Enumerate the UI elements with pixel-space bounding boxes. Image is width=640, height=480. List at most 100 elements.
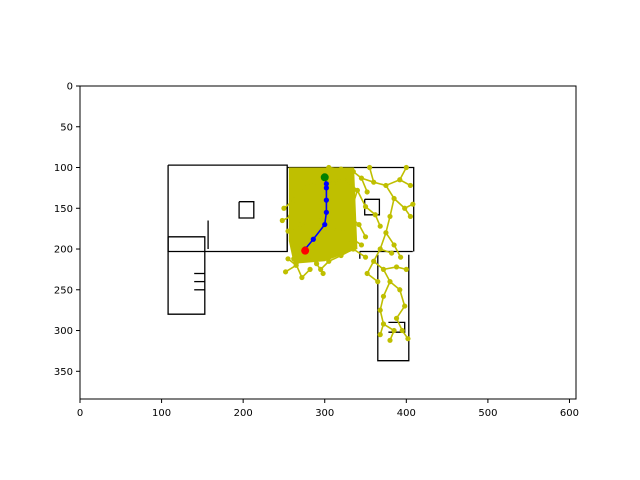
tree-node [291,256,297,262]
tree-node [397,287,403,293]
tree-edge [348,190,359,217]
tree-node [326,164,332,171]
map-wall [238,201,255,219]
tree-node [383,182,389,189]
tree-node [397,177,403,183]
tree-node [350,246,356,252]
tree-node [393,264,400,270]
tree-node [391,327,397,334]
tree-node [403,164,409,171]
tree-node [377,246,383,252]
y-tick-label: 350 [54,367,73,378]
tree-edge [289,199,295,217]
tree-edge [389,198,395,217]
y-tick-label: 50 [60,122,73,133]
path-point [323,181,329,187]
path-point [323,185,329,191]
goal-marker [320,173,329,182]
map-wall [364,198,381,216]
tree-node [410,201,416,207]
tree-node [356,221,362,228]
tree-node [326,258,332,264]
tree-node [399,327,405,334]
tree-node [389,250,395,256]
tree-layer [279,164,416,343]
tree-node [402,303,408,309]
tree-node [338,252,344,259]
tree-node [346,234,352,240]
tree-node [299,274,305,281]
tree-node [291,230,297,236]
tree-node [377,223,383,229]
tree-node [301,185,307,191]
tree-node [282,269,289,275]
tree-node [387,213,393,220]
tree-node [297,221,303,228]
y-axis: 0 50 100 150 200 250 300 350 [54,82,80,378]
tree-node [402,205,408,211]
tree-edge [356,189,367,207]
path-point [322,221,328,228]
tree-node [364,270,370,277]
tree-node [367,164,373,171]
tree-node [340,174,346,180]
tree-node [383,230,389,236]
tree-node [403,266,409,272]
x-axis: 0 100 200 300 400 500 600 [77,399,579,419]
tree-edge [295,252,308,266]
tree-node [285,256,291,262]
tree-edge [293,258,303,278]
tree-node [391,195,397,202]
tree-edge [341,216,350,234]
tree-node [371,179,377,185]
tree-node [293,262,299,268]
tree-node [375,279,381,285]
tree-node [398,254,404,260]
tree-node [330,181,336,187]
tree-edge [300,219,319,226]
tree-node [313,179,320,185]
path-point [323,209,329,215]
tree-node [315,217,321,224]
tree-node [338,166,344,172]
tree-edge [293,187,305,201]
tree-node [320,270,326,277]
tree-node [362,254,369,260]
tree-node [350,168,356,175]
tree-node [340,230,346,236]
tree-node [380,293,387,299]
x-tick-label: 0 [77,408,83,419]
tree-edge [382,281,391,297]
path-point [323,197,329,203]
tree-node [405,336,411,342]
tree-node [358,242,365,248]
y-tick-label: 150 [54,204,73,215]
map-wall [167,236,206,315]
tree-node [371,258,377,264]
tree-node [354,187,360,193]
tree-edge [317,199,326,221]
tree-edge [292,232,302,250]
tree-node [387,337,393,343]
tree-node [362,204,369,210]
y-tick-label: 300 [54,326,73,337]
tree-dense-region [288,167,358,264]
tree-node [377,307,383,313]
x-tick-label: 600 [560,408,579,419]
x-tick-label: 300 [315,408,334,419]
x-tick-label: 400 [397,408,416,419]
x-tick-label: 200 [234,408,253,419]
map-wall [377,254,410,362]
tree-node [318,266,324,272]
tree-node [391,242,397,248]
map-wall [388,321,406,333]
tree-node [307,266,313,272]
map-wall [167,164,288,253]
tree-node [364,189,370,195]
tree-node [313,261,320,267]
tree-node [407,213,413,220]
tree-node [407,182,413,189]
path-point [310,236,316,242]
y-tick-label: 100 [54,163,73,174]
tree-edge [289,216,295,233]
